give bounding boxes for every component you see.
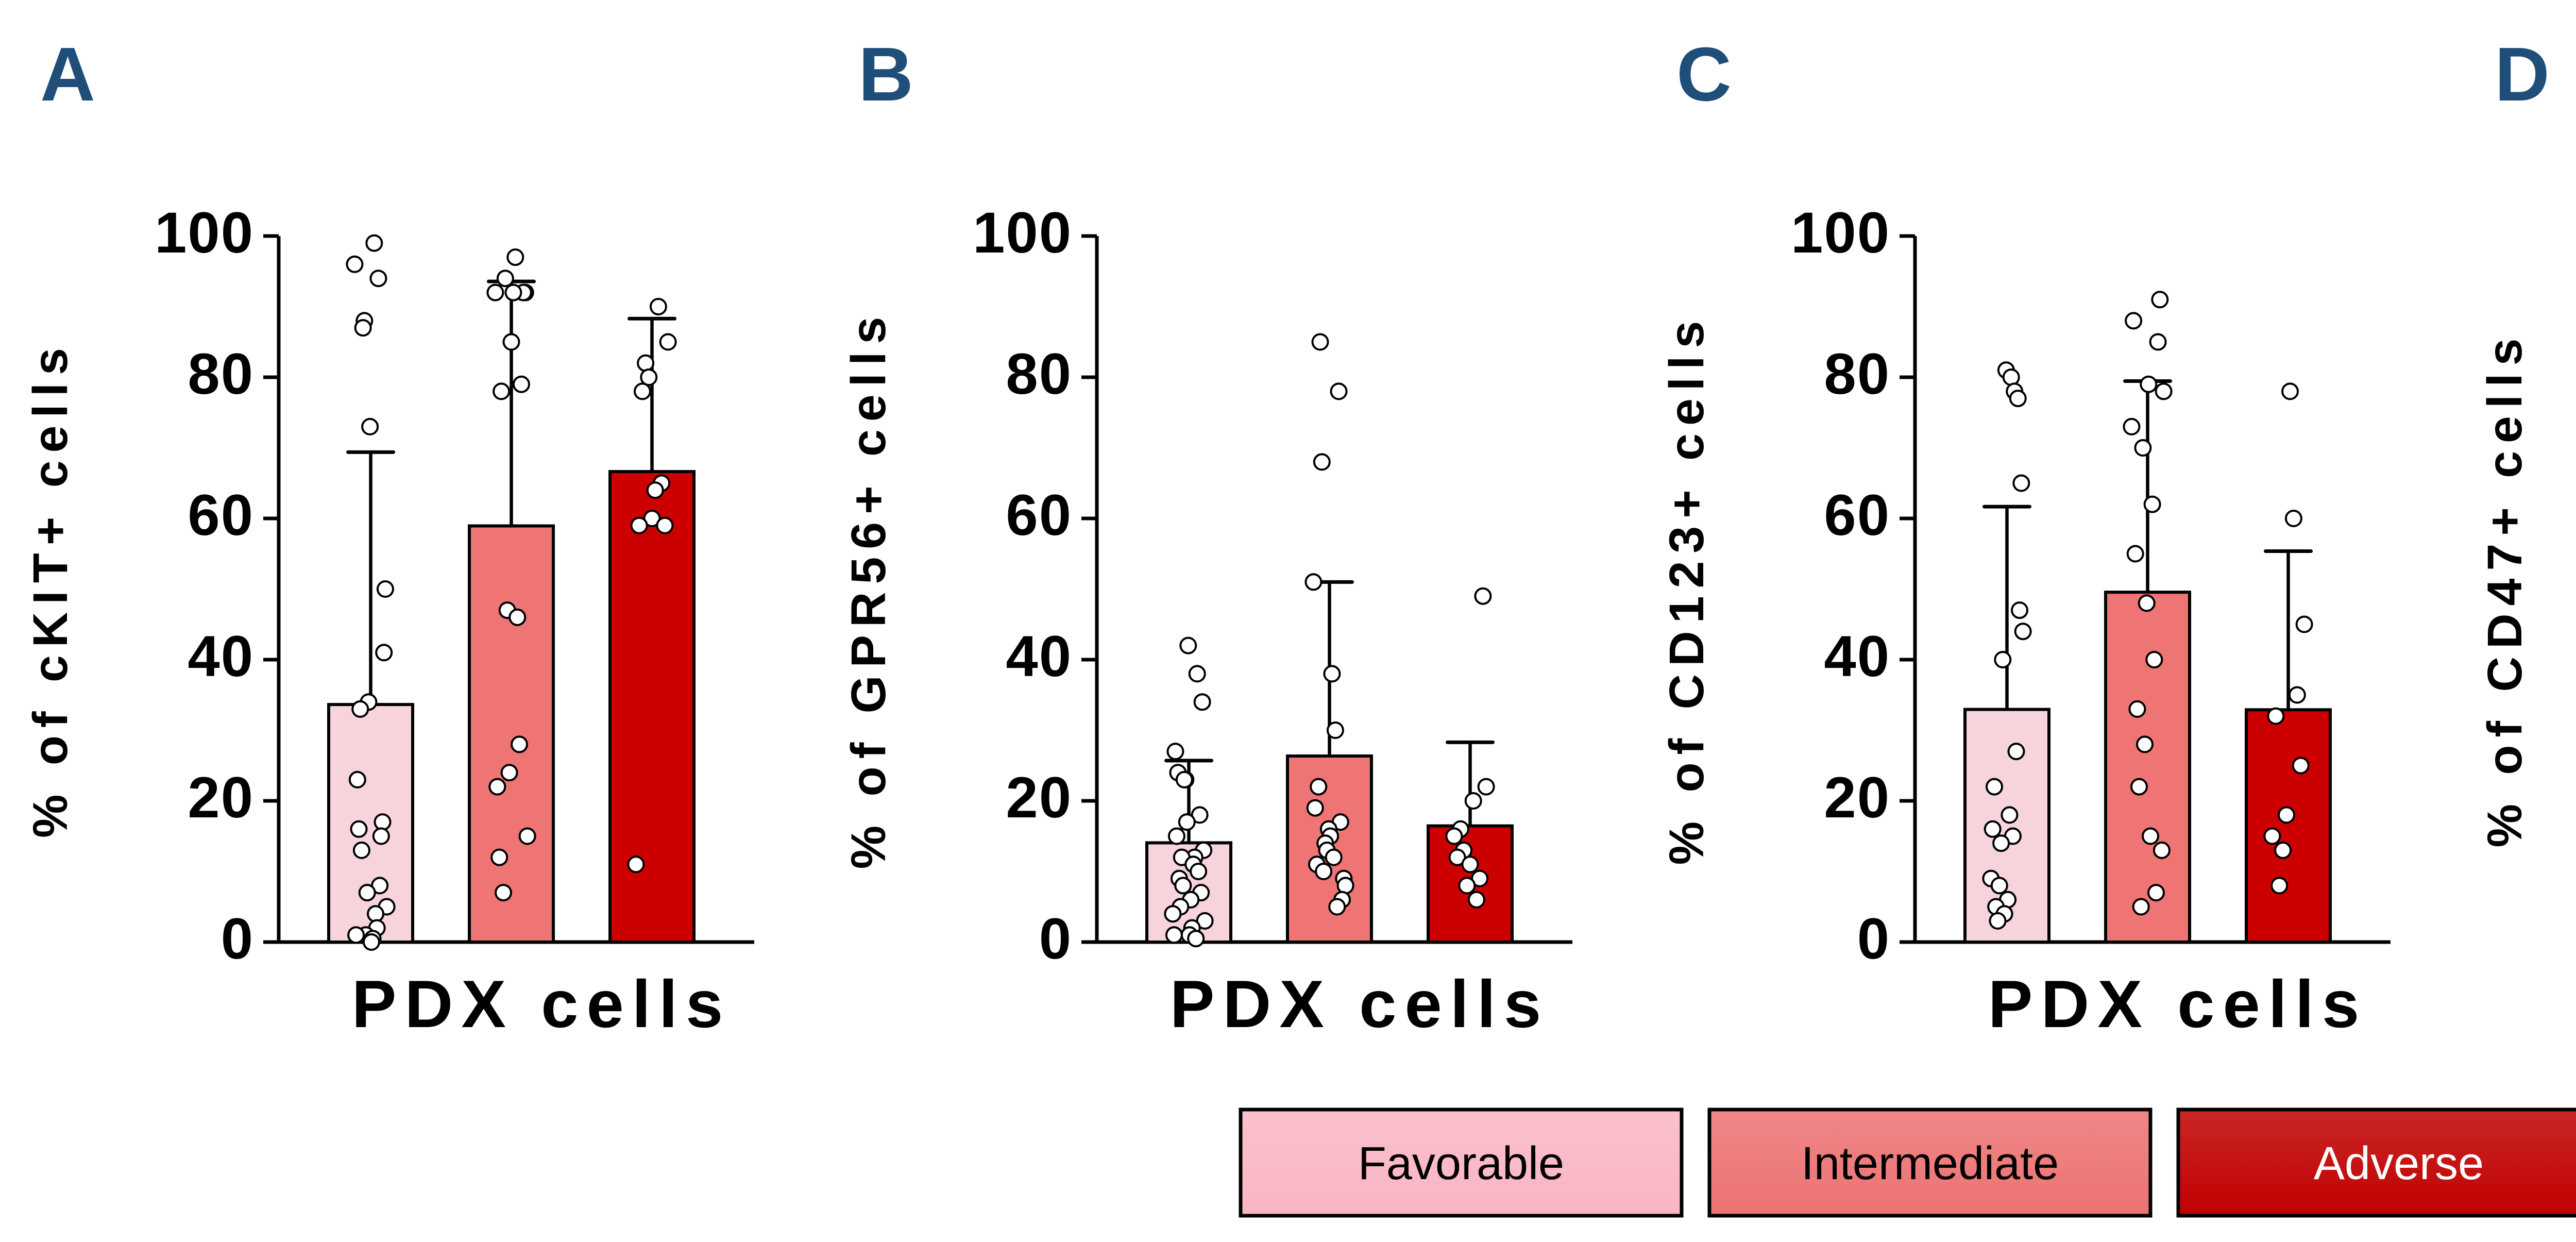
svg-text:20: 20 — [1824, 765, 1890, 830]
svg-text:0: 0 — [1039, 907, 1072, 971]
svg-text:60: 60 — [188, 483, 254, 547]
svg-text:40: 40 — [1006, 624, 1072, 689]
svg-text:Adverse: Adverse — [2314, 1138, 2484, 1189]
svg-text:PDX cells: PDX cells — [1988, 966, 2368, 1042]
svg-text:80: 80 — [1006, 342, 1072, 406]
svg-text:100: 100 — [1791, 200, 1890, 265]
svg-text:100: 100 — [973, 200, 1072, 265]
svg-text:80: 80 — [1824, 342, 1890, 406]
svg-text:A: A — [40, 32, 95, 117]
svg-text:60: 60 — [1824, 483, 1890, 547]
svg-text:B: B — [858, 32, 913, 117]
svg-text:C: C — [1676, 32, 1732, 117]
svg-text:% of GPR56+ cells: % of GPR56+ cells — [841, 309, 896, 869]
svg-text:20: 20 — [1006, 765, 1072, 830]
svg-text:PDX cells: PDX cells — [352, 966, 732, 1042]
svg-text:% of CD47+ cells: % of CD47+ cells — [2478, 331, 2532, 848]
svg-text:40: 40 — [1824, 624, 1890, 689]
svg-text:Intermediate: Intermediate — [1801, 1138, 2059, 1189]
svg-text:0: 0 — [221, 907, 254, 971]
svg-text:Favorable: Favorable — [1358, 1138, 1564, 1189]
svg-text:D: D — [2495, 32, 2550, 117]
svg-text:60: 60 — [1006, 483, 1072, 547]
svg-text:% of CD123+ cells: % of CD123+ cells — [1659, 313, 1714, 865]
svg-text:20: 20 — [188, 765, 254, 830]
svg-text:80: 80 — [188, 342, 254, 406]
svg-text:100: 100 — [155, 200, 254, 265]
svg-text:PDX cells: PDX cells — [1170, 966, 1550, 1042]
svg-text:40: 40 — [188, 624, 254, 689]
svg-text:% of cKIT+ cells: % of cKIT+ cells — [23, 340, 78, 838]
svg-text:0: 0 — [1857, 907, 1890, 971]
